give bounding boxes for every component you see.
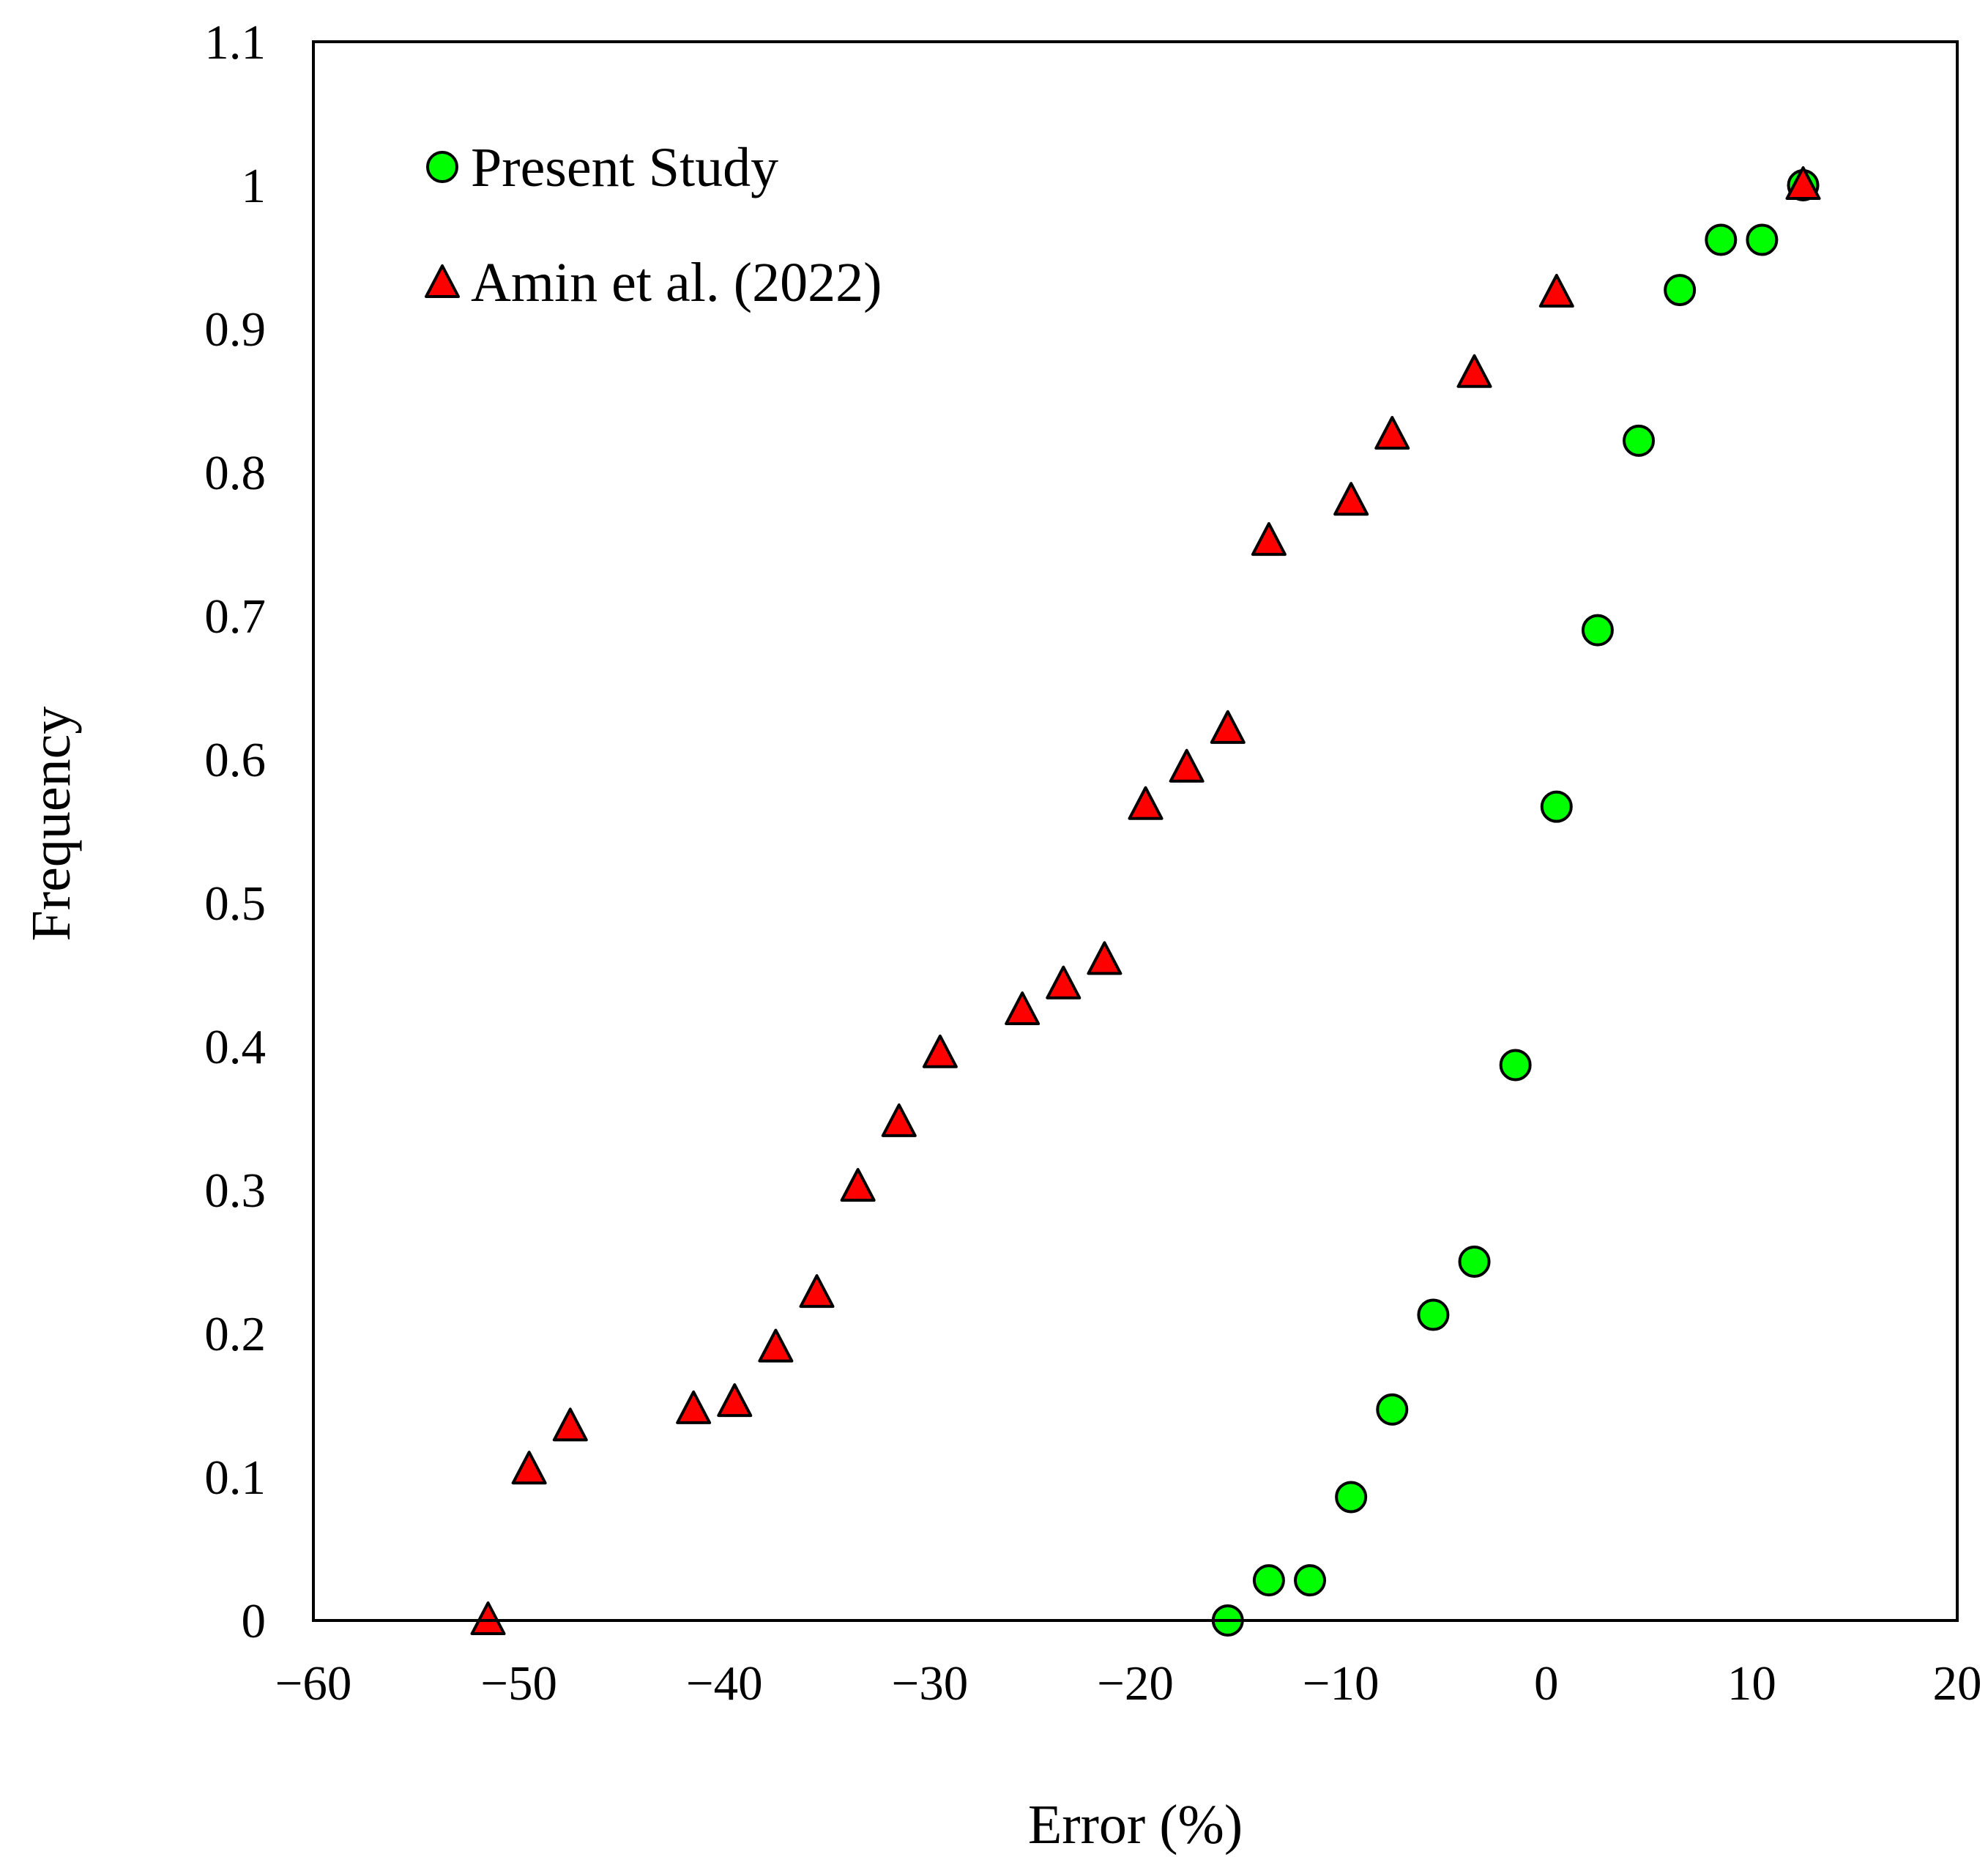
y-tick-label: 0.9: [204, 302, 266, 357]
y-axis-title: Frequency: [21, 707, 82, 942]
amin-2022-point: [1538, 274, 1574, 308]
present-study-point: [1499, 1049, 1532, 1082]
amin-2022-point: [1128, 786, 1164, 820]
y-tick-label: 0: [242, 1594, 267, 1648]
present-study-point: [1294, 1564, 1327, 1597]
y-tick-label: 0.7: [204, 589, 266, 644]
present-study-point: [1252, 1564, 1285, 1597]
x-tick-label: 0: [1534, 1656, 1559, 1711]
x-tick-label: 10: [1727, 1656, 1776, 1711]
present-study-point: [1746, 223, 1779, 256]
amin-2022-point: [470, 1601, 506, 1635]
y-tick-label: 1.1: [204, 15, 266, 70]
plot-area-border: [312, 40, 1959, 1622]
amin-2022-point: [511, 1451, 547, 1485]
legend-label: Present Study: [471, 137, 778, 198]
legend: Present Study Amin et al. (2022): [425, 137, 882, 313]
x-tick-label: −40: [686, 1656, 763, 1711]
present-study-point: [1705, 223, 1738, 256]
x-tick-label: −50: [480, 1656, 557, 1711]
y-tick-label: 0.1: [204, 1451, 266, 1505]
x-tick-label: −30: [891, 1656, 968, 1711]
amin-2022-point: [1005, 991, 1040, 1025]
present-study-point: [1540, 790, 1573, 823]
amin-2022-point: [717, 1383, 753, 1418]
amin-2022-point: [1210, 710, 1246, 744]
present-study-point: [1581, 614, 1614, 647]
amin-2022-point: [1785, 166, 1821, 200]
y-axis-ticks: 0 0.1 0.2 0.3 0.4 0.5 0.6 0.7 0.8 0.9 1 1.1: [204, 15, 266, 1648]
x-tick-label: −20: [1097, 1656, 1174, 1711]
amin-2022-point: [881, 1103, 917, 1137]
y-tick-label: 1: [242, 159, 267, 213]
y-tick-label: 0.6: [204, 733, 266, 787]
amin-2022-point: [1087, 941, 1123, 975]
present-study-point: [1335, 1481, 1368, 1514]
y-tick-label: 0.4: [204, 1020, 266, 1074]
amin-2022-point: [799, 1274, 835, 1309]
amin-2022-point: [676, 1390, 712, 1424]
amin-2022-point: [840, 1168, 876, 1202]
present-study-point: [1376, 1393, 1409, 1426]
amin-2022-point: [552, 1407, 588, 1442]
x-tick-label: −60: [275, 1656, 352, 1711]
present-study-point: [1458, 1246, 1491, 1278]
legend-marker-triangle: [425, 264, 460, 298]
data-points: [470, 166, 1821, 1637]
amin-2022-point: [1046, 965, 1082, 1000]
y-tick-label: 0.2: [204, 1307, 266, 1361]
amin-2022-point: [1333, 482, 1369, 516]
present-study-point: [1664, 274, 1697, 307]
y-tick-label: 0.5: [204, 877, 266, 931]
present-study-point: [1417, 1298, 1450, 1331]
legend-marker-circle: [426, 151, 458, 183]
x-tick-label: 20: [1933, 1656, 1982, 1711]
x-axis-ticks: −60 −50 −40 −30 −20 −10 0 10 20: [275, 1656, 1982, 1711]
y-tick-label: 0.8: [204, 446, 266, 500]
amin-2022-point: [1374, 416, 1410, 450]
amin-2022-point: [1169, 748, 1205, 783]
y-tick-label: 0.3: [204, 1164, 266, 1218]
present-study-point: [1623, 424, 1656, 457]
amin-2022-point: [1251, 522, 1287, 557]
x-tick-label: −10: [1303, 1656, 1380, 1711]
amin-2022-point: [922, 1034, 958, 1068]
x-axis-title: Error (%): [1028, 1794, 1243, 1856]
legend-label: Amin et al. (2022): [471, 252, 882, 313]
amin-2022-point: [1456, 354, 1492, 388]
amin-2022-point: [758, 1328, 794, 1363]
